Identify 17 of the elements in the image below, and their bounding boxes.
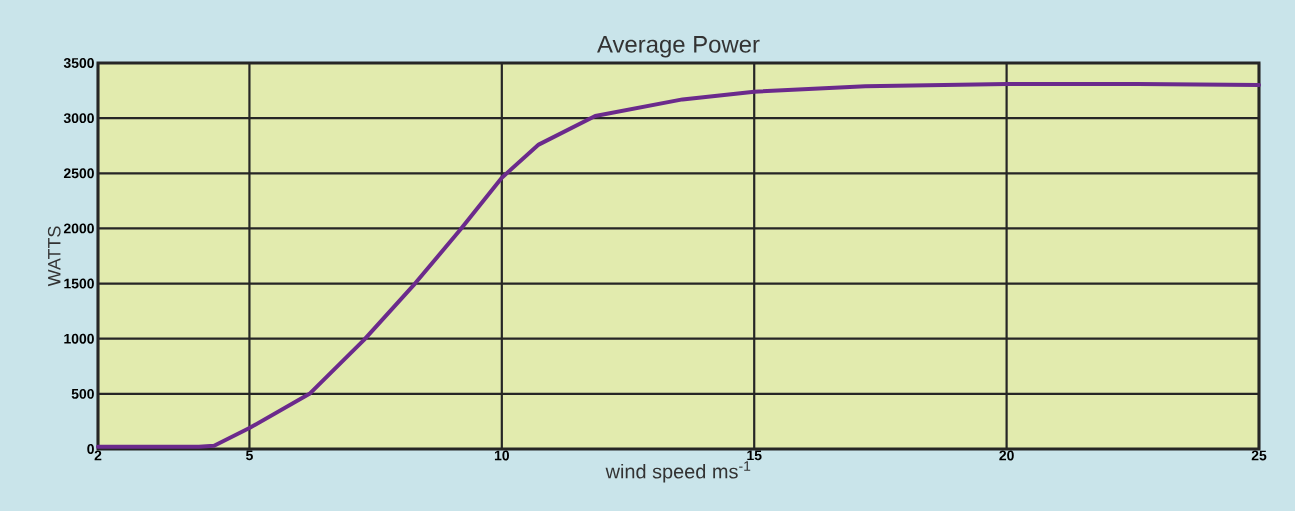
y-tick-label: 2000	[63, 223, 94, 234]
x-tick-label: 2	[94, 450, 102, 461]
x-tick-label: 20	[999, 450, 1014, 461]
x-tick-label: 25	[1251, 450, 1267, 461]
x-tick-label: 10	[494, 450, 510, 461]
y-tick-label: 1500	[64, 278, 94, 289]
y-tick-label: 3000	[63, 113, 94, 124]
y-tick-label: 1000	[64, 333, 94, 344]
x-tick-label: 15	[747, 450, 762, 461]
chart-title: Average Power	[597, 36, 760, 58]
y-tick-label: 0	[87, 444, 94, 454]
y-axis-title: WATTS	[47, 226, 61, 287]
y-tick-label: 3500	[63, 58, 94, 68]
y-tick-label: 500	[71, 388, 94, 399]
y-tick-label: 2500	[63, 168, 94, 179]
x-tick-label: 5	[245, 450, 253, 461]
x-axis-title: wind speed ms$^{-1}$	[605, 461, 751, 483]
